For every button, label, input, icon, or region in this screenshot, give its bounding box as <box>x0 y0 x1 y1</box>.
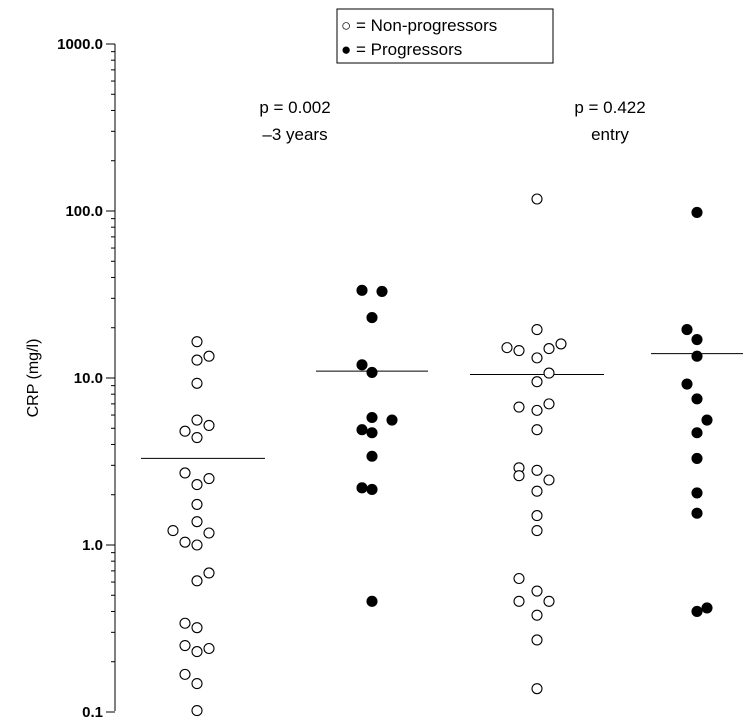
data-points <box>167 193 713 717</box>
progressor-point <box>701 602 713 614</box>
non-progressor-point <box>191 646 203 658</box>
non-progressor-point <box>513 345 525 357</box>
non-progressor-point <box>179 617 191 629</box>
y-tick-label: 100.0 <box>65 203 103 220</box>
non-progressor-point <box>203 527 215 539</box>
y-tick-label: 1000.0 <box>57 36 103 53</box>
progressor-point <box>376 285 388 297</box>
progressor-point <box>366 427 378 439</box>
non-progressor-point <box>531 525 543 537</box>
progressor-point <box>691 487 703 499</box>
non-progressor-point <box>501 342 513 354</box>
y-tick-label: 1.0 <box>82 537 103 554</box>
progressor-point <box>356 359 368 371</box>
non-progressor-point <box>179 639 191 652</box>
non-progressor-point <box>513 595 525 607</box>
y-axis-title: CRP (mg/l) <box>25 339 42 418</box>
non-progressor-point <box>531 324 543 336</box>
legend: ○ = Non-progressors ● = Progressors <box>336 8 554 64</box>
progressor-point <box>356 424 368 436</box>
non-progressor-point <box>191 539 203 551</box>
non-progressor-point <box>191 336 203 348</box>
non-progressor-point <box>543 595 555 607</box>
y-tick-label: 0.1 <box>82 704 103 717</box>
non-progressor-point <box>513 470 525 482</box>
non-progressor-point <box>531 404 543 416</box>
non-progressor-point <box>179 536 191 548</box>
p-value-entry: p = 0.422 <box>574 98 645 117</box>
non-progressor-point <box>191 377 203 389</box>
legend-item-non-progressors: ○ = Non-progressors <box>341 16 497 35</box>
non-progressor-point <box>191 705 203 717</box>
non-progressor-point <box>203 419 215 431</box>
non-progressor-point <box>513 401 525 413</box>
non-progressor-point <box>531 352 543 364</box>
median-lines <box>141 353 743 459</box>
non-progressor-point <box>203 567 215 579</box>
progressor-point <box>691 350 703 362</box>
non-progressor-point <box>531 193 543 205</box>
non-progressor-point <box>191 354 203 366</box>
non-progressor-point <box>191 516 203 528</box>
non-progressor-point <box>513 572 525 585</box>
non-progressor-point <box>191 414 203 426</box>
non-progressor-point <box>531 376 543 388</box>
progressor-point <box>366 312 378 324</box>
y-tick-label: 10.0 <box>74 370 103 387</box>
non-progressor-point <box>191 575 203 587</box>
progressor-point <box>701 414 713 426</box>
progressor-point <box>691 333 703 346</box>
non-progressor-point <box>543 367 555 379</box>
non-progressor-point <box>179 668 191 680</box>
non-progressor-point <box>167 525 179 537</box>
progressor-point <box>366 595 378 607</box>
y-axis-ticks: 1000.0 100.0 10.0 1.0 0.1 <box>57 36 115 717</box>
legend-box <box>336 8 554 64</box>
progressor-point <box>691 605 703 618</box>
timepoint-label-3-years: –3 years <box>262 125 327 144</box>
progressor-point <box>356 284 368 296</box>
timepoint-label-entry: entry <box>591 125 629 144</box>
non-progressor-point <box>179 467 191 479</box>
non-progressor-point <box>191 622 203 634</box>
progressor-point <box>681 324 693 336</box>
progressor-point <box>691 393 703 405</box>
non-progressor-point <box>191 431 203 444</box>
progressor-point <box>366 483 378 496</box>
non-progressor-point <box>531 485 543 497</box>
progressor-point <box>681 378 693 390</box>
progressor-point <box>366 450 378 462</box>
annotation-3-years: p = 0.002 –3 years <box>259 98 330 144</box>
non-progressor-point <box>531 634 543 646</box>
non-progressor-point <box>531 585 543 597</box>
progressor-point <box>366 366 378 378</box>
non-progressor-point <box>531 609 543 621</box>
non-progressor-point <box>191 479 203 491</box>
progressor-point <box>691 507 703 519</box>
non-progressor-point <box>543 398 555 410</box>
non-progressor-point <box>203 642 215 655</box>
progressor-point <box>691 206 703 219</box>
non-progressor-point <box>191 498 203 510</box>
non-progressor-point <box>531 424 543 436</box>
progressor-point <box>386 414 398 426</box>
non-progressor-point <box>555 338 567 350</box>
non-progressor-point <box>203 472 215 485</box>
legend-item-progressors: ● = Progressors <box>341 40 462 59</box>
non-progressor-point <box>179 425 191 437</box>
non-progressor-point <box>543 343 555 355</box>
progressor-point <box>366 411 378 424</box>
progressor-point <box>691 452 703 464</box>
non-progressor-point <box>531 464 543 476</box>
non-progressor-point <box>203 350 215 362</box>
non-progressor-point <box>191 678 203 690</box>
progressor-point <box>356 482 368 494</box>
annotation-entry: p = 0.422 entry <box>574 98 645 144</box>
non-progressor-point <box>531 683 543 695</box>
progressor-point <box>691 427 703 439</box>
p-value-3-years: p = 0.002 <box>259 98 330 117</box>
non-progressor-point <box>543 474 555 486</box>
non-progressor-point <box>531 510 543 522</box>
